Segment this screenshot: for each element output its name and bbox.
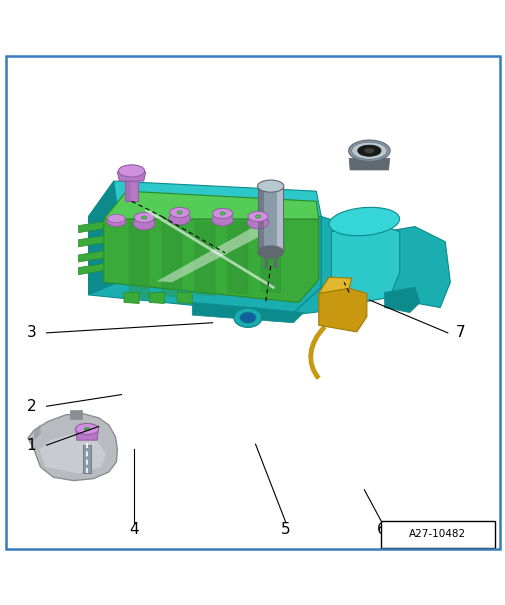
Text: 7: 7 [454, 325, 465, 341]
Polygon shape [125, 181, 137, 201]
Polygon shape [157, 221, 283, 283]
Polygon shape [83, 445, 90, 473]
Polygon shape [194, 221, 215, 296]
Polygon shape [348, 159, 389, 170]
Ellipse shape [107, 217, 126, 227]
Ellipse shape [141, 216, 146, 219]
Polygon shape [70, 410, 82, 419]
Polygon shape [129, 221, 149, 299]
Polygon shape [124, 292, 139, 304]
Polygon shape [260, 221, 280, 293]
Polygon shape [104, 219, 318, 302]
Ellipse shape [257, 246, 283, 258]
Ellipse shape [169, 212, 190, 225]
Ellipse shape [84, 428, 90, 431]
Polygon shape [290, 217, 369, 315]
Polygon shape [384, 287, 419, 313]
Ellipse shape [239, 312, 256, 323]
Polygon shape [277, 186, 283, 252]
Polygon shape [88, 181, 321, 217]
Polygon shape [33, 424, 40, 446]
Ellipse shape [257, 180, 283, 192]
FancyBboxPatch shape [380, 520, 494, 548]
Ellipse shape [348, 140, 389, 162]
Polygon shape [331, 221, 399, 307]
Ellipse shape [351, 142, 386, 159]
Ellipse shape [212, 208, 232, 218]
Polygon shape [318, 277, 351, 293]
Ellipse shape [212, 213, 233, 226]
Polygon shape [384, 227, 449, 307]
Polygon shape [192, 302, 303, 322]
Polygon shape [258, 186, 264, 252]
Text: 1: 1 [26, 437, 36, 453]
Ellipse shape [233, 308, 262, 327]
Polygon shape [162, 221, 182, 298]
Ellipse shape [133, 217, 155, 230]
Ellipse shape [247, 211, 268, 221]
Polygon shape [258, 186, 283, 252]
Polygon shape [88, 217, 321, 315]
Polygon shape [78, 251, 104, 262]
Ellipse shape [328, 208, 399, 236]
Polygon shape [177, 292, 192, 304]
Ellipse shape [357, 145, 380, 156]
Ellipse shape [177, 211, 182, 214]
Polygon shape [227, 221, 247, 295]
Polygon shape [149, 292, 164, 304]
Polygon shape [104, 191, 318, 219]
Polygon shape [78, 221, 104, 233]
Polygon shape [88, 181, 119, 295]
Ellipse shape [118, 165, 144, 177]
Ellipse shape [220, 212, 225, 215]
Polygon shape [76, 430, 98, 440]
Ellipse shape [108, 214, 125, 223]
Polygon shape [117, 172, 145, 181]
Ellipse shape [134, 212, 154, 223]
Polygon shape [28, 414, 117, 480]
Ellipse shape [255, 215, 260, 218]
Text: 2: 2 [26, 399, 36, 414]
Text: 4: 4 [129, 522, 139, 537]
Ellipse shape [364, 148, 374, 153]
Text: 5: 5 [280, 522, 290, 537]
Text: 3: 3 [26, 325, 36, 341]
Polygon shape [78, 236, 104, 247]
Polygon shape [39, 434, 106, 474]
Ellipse shape [169, 208, 189, 217]
Text: A27-10482: A27-10482 [409, 529, 465, 539]
Polygon shape [78, 264, 104, 275]
Polygon shape [125, 181, 130, 201]
Text: 6: 6 [376, 522, 386, 537]
Polygon shape [318, 289, 366, 332]
Ellipse shape [247, 216, 268, 229]
Ellipse shape [75, 424, 98, 434]
